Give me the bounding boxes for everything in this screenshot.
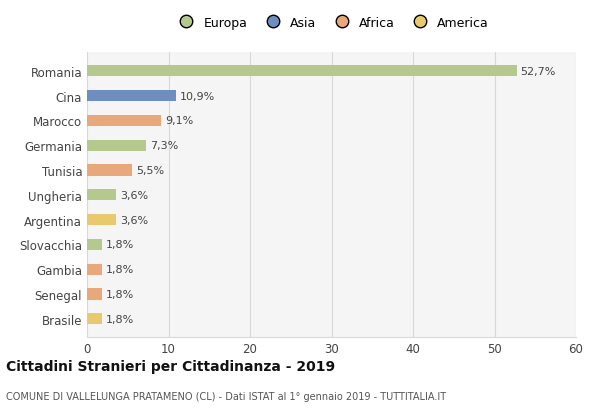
- Legend: Europa, Asia, Africa, America: Europa, Asia, Africa, America: [174, 17, 489, 30]
- Bar: [87, 116, 161, 127]
- Bar: [87, 289, 101, 300]
- Text: 52,7%: 52,7%: [521, 67, 556, 76]
- Bar: [87, 140, 146, 151]
- Bar: [87, 264, 101, 275]
- Bar: [87, 66, 517, 77]
- Bar: [87, 165, 132, 176]
- Bar: [87, 190, 116, 201]
- Text: 5,5%: 5,5%: [136, 166, 164, 175]
- Text: 7,3%: 7,3%: [151, 141, 179, 151]
- Text: 1,8%: 1,8%: [106, 240, 134, 250]
- Bar: [87, 313, 101, 324]
- Text: 3,6%: 3,6%: [121, 215, 149, 225]
- Text: 1,8%: 1,8%: [106, 289, 134, 299]
- Text: Cittadini Stranieri per Cittadinanza - 2019: Cittadini Stranieri per Cittadinanza - 2…: [6, 359, 335, 373]
- Bar: [87, 91, 176, 102]
- Text: 9,1%: 9,1%: [165, 116, 193, 126]
- Bar: [87, 239, 101, 250]
- Text: 1,8%: 1,8%: [106, 314, 134, 324]
- Text: 1,8%: 1,8%: [106, 265, 134, 274]
- Text: COMUNE DI VALLELUNGA PRATAMENO (CL) - Dati ISTAT al 1° gennaio 2019 - TUTTITALIA: COMUNE DI VALLELUNGA PRATAMENO (CL) - Da…: [6, 391, 446, 401]
- Text: 3,6%: 3,6%: [121, 190, 149, 200]
- Bar: [87, 214, 116, 226]
- Text: 10,9%: 10,9%: [180, 91, 215, 101]
